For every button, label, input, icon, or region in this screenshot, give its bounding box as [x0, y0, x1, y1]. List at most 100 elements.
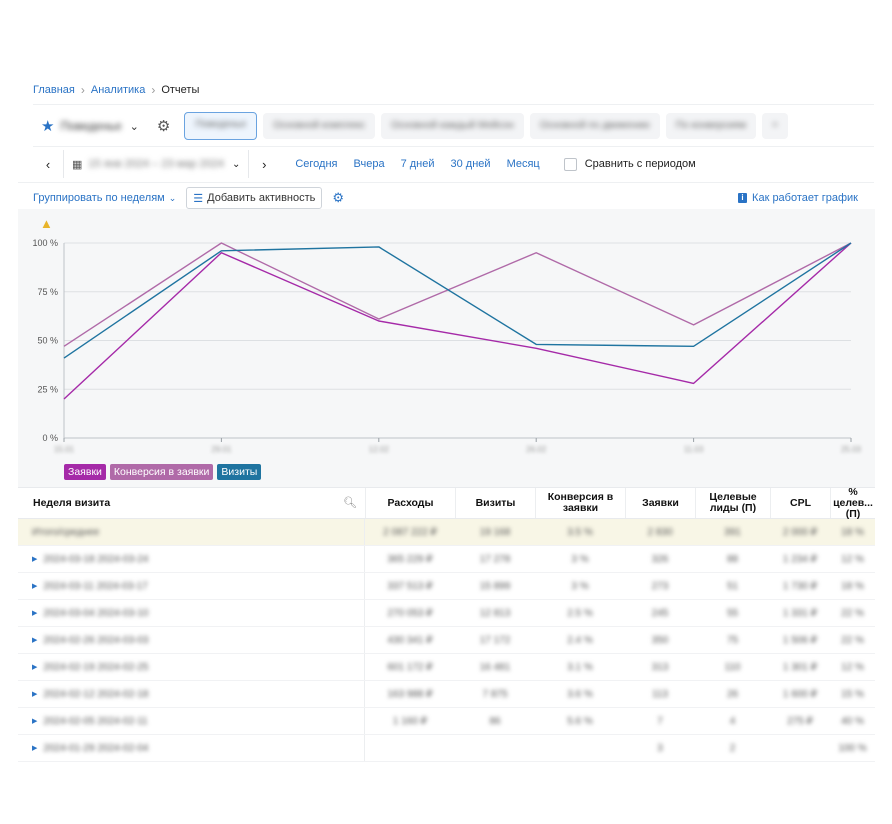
cell-value: 2 000 ₽: [782, 526, 818, 538]
legend-item-0[interactable]: Заявки: [64, 464, 106, 480]
table-cell: 15 899: [455, 573, 535, 599]
table-cell: 17 172: [455, 627, 535, 653]
add-activity-button[interactable]: ☰ Добавить активность: [186, 187, 323, 209]
expand-icon[interactable]: ▶: [32, 745, 38, 752]
column-requests[interactable]: Заявки: [625, 488, 695, 518]
gear-icon[interactable]: ⚙: [332, 190, 345, 205]
cell-value: 365 229 ₽: [387, 553, 433, 565]
table-row[interactable]: ▶ 2024-02-26 2024-03-03 430 341 ₽ 17 172 2.4…: [18, 627, 875, 654]
cell-value: 3: [657, 742, 663, 754]
compare-toggle[interactable]: Сравнить с периодом: [563, 157, 696, 171]
x-tick-label: 12.02: [369, 445, 390, 454]
column-label: % целев... (П): [833, 485, 873, 520]
tab-report-0[interactable]: Поведенье: [184, 112, 258, 140]
table-cell: 22 %: [830, 627, 875, 653]
expand-icon[interactable]: ▶: [32, 610, 38, 617]
table-row[interactable]: ▶ 2024-02-12 2024-02-18 163 988 ₽ 7 875 3.6 …: [18, 681, 875, 708]
breadcrumb-analytics[interactable]: Аналитика: [90, 84, 146, 96]
table-cell: [535, 735, 625, 761]
period-today[interactable]: Сегодня: [295, 158, 338, 170]
preset-select[interactable]: ★ Поведенье ⌄: [33, 112, 147, 140]
column-visits[interactable]: Визиты: [455, 488, 535, 518]
add-report-button[interactable]: +: [762, 113, 788, 139]
period-yesterday[interactable]: Вчера: [353, 158, 385, 170]
table-row[interactable]: ▶ 2024-03-11 2024-03-17 337 513 ₽ 15 899 3 %…: [18, 573, 875, 600]
table-cell: 275 ₽: [770, 708, 830, 734]
column-target-percent[interactable]: % целев... (П): [830, 485, 875, 520]
column-label: Неделя визита: [33, 496, 111, 509]
search-icon[interactable]: 🔍︎: [343, 496, 357, 509]
y-tick-label: 50 %: [37, 336, 58, 346]
legend-item-2[interactable]: Визиты: [217, 464, 262, 480]
cell-value: 273: [651, 580, 669, 592]
cell-value: 2 087 222 ₽: [383, 526, 437, 538]
column-week[interactable]: Неделя визита 🔍︎: [18, 488, 365, 518]
table-row[interactable]: ▶ 2024-02-05 2024-02-11 1 160 ₽ 86 5.6 % 7 4 27…: [18, 708, 875, 735]
series-line-1: [63, 242, 852, 347]
breadcrumb-home[interactable]: Главная: [33, 84, 75, 96]
table-cell: 3 %: [535, 546, 625, 572]
date-range-picker[interactable]: ▦ 15 янв 2024 – 23 мар 2024 ⌄: [63, 150, 250, 178]
cell-value: 1 301 ₽: [782, 661, 818, 673]
date-range-value: 15 янв 2024 – 23 мар 2024: [88, 158, 224, 170]
cell-value: 3 %: [571, 553, 589, 565]
tab-report-3[interactable]: Основной по движению: [529, 113, 660, 139]
next-period-button[interactable]: ›: [249, 150, 279, 178]
table-row[interactable]: ▶ 2024-03-04 2024-03-10 270 053 ₽ 12 813 2.5…: [18, 600, 875, 627]
cell-value: 12 %: [841, 661, 864, 673]
expand-icon[interactable]: ▶: [32, 718, 38, 725]
column-spend[interactable]: Расходы: [365, 488, 455, 518]
period-30days[interactable]: 30 дней: [450, 158, 491, 170]
tab-report-4[interactable]: По конверсиям: [665, 113, 757, 139]
prev-period-button[interactable]: ‹: [33, 150, 63, 178]
table-cell: 17 278: [455, 546, 535, 572]
expand-icon[interactable]: ▶: [32, 691, 38, 698]
table-cell: 3.1 %: [535, 654, 625, 680]
x-tick-label: 15.01: [54, 445, 75, 454]
tab-report-1[interactable]: Основной комплекс: [263, 113, 376, 139]
table-cell: 1 331 ₽: [770, 600, 830, 626]
period-month[interactable]: Месяц: [506, 158, 540, 170]
cell-value: 601 172 ₽: [387, 661, 433, 673]
chart-legend: Заявки Конверсия в заявки Визиты: [64, 464, 262, 480]
column-target-leads[interactable]: Целевые лиды (П): [695, 488, 770, 518]
tab-report-2[interactable]: Основной каждый Мейсон: [381, 113, 524, 139]
table-cell: 40 %: [830, 708, 875, 734]
table-cell: 16 481: [455, 654, 535, 680]
column-label: Визиты: [475, 496, 516, 509]
table-cell: 2 000 ₽: [770, 519, 830, 545]
legend-item-1[interactable]: Конверсия в заявки: [109, 464, 214, 480]
table-cell: 2 830: [625, 519, 695, 545]
table-cell: 245: [625, 600, 695, 626]
table-cell: 601 172 ₽: [365, 654, 455, 680]
column-conversion[interactable]: Конверсия в заявки: [535, 488, 625, 518]
gear-icon[interactable]: ⚙: [156, 118, 171, 135]
compare-checkbox[interactable]: [563, 157, 577, 171]
column-label: Заявки: [642, 496, 679, 509]
cell-value: 3 %: [571, 580, 589, 592]
tab-label: Основной комплекс: [273, 120, 366, 131]
how-chart-works-link[interactable]: i Как работает график: [738, 192, 858, 204]
table-row[interactable]: ▶ 2024-03-18 2024-03-24 365 229 ₽ 17 278 3 %…: [18, 546, 875, 573]
expand-icon[interactable]: ▶: [32, 556, 38, 563]
period-7days[interactable]: 7 дней: [400, 158, 435, 170]
expand-icon[interactable]: ▶: [32, 583, 38, 590]
expand-icon[interactable]: ▶: [32, 664, 38, 671]
table-cell: 313: [625, 654, 695, 680]
table-cell: 4: [695, 708, 770, 734]
table-row[interactable]: ▶ 2024-01-29 2024-02-04 3 2 100 %: [18, 735, 875, 762]
cell-value: 15 899: [479, 580, 511, 592]
cell-value: 75: [726, 634, 739, 646]
expand-icon[interactable]: ▶: [32, 637, 38, 644]
cell-value: 2024-02-12 2024-02-18: [43, 688, 149, 700]
table-row[interactable]: ▶ 2024-02-19 2024-02-25 601 172 ₽ 16 481 3.1…: [18, 654, 875, 681]
y-tick-label: 75 %: [37, 287, 58, 297]
total-row[interactable]: Итого/среднее 2 087 222 ₽ 19 168 3.5 % 2 830…: [18, 519, 875, 546]
group-by-select[interactable]: Группировать по неделям ⌄: [33, 192, 176, 204]
column-cpl[interactable]: CPL: [770, 488, 830, 518]
row-label-cell: ▶ 2024-02-05 2024-02-11: [18, 708, 365, 734]
cell-value: 430 341 ₽: [387, 634, 433, 646]
column-label: CPL: [790, 496, 811, 509]
cell-value: 1 600 ₽: [782, 688, 818, 700]
calendar-icon: ▦: [72, 158, 83, 171]
